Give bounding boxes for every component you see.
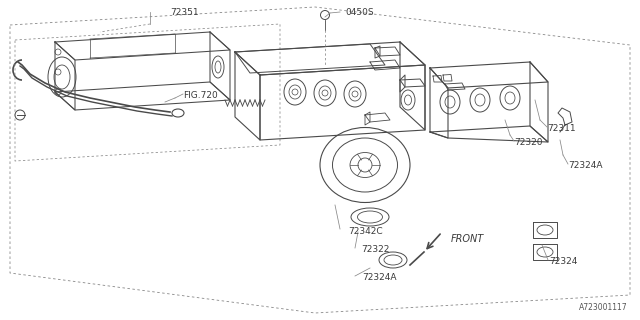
Text: 72324A: 72324A [568,161,602,170]
Text: A723001117: A723001117 [579,303,628,312]
Text: 72342C: 72342C [348,227,383,236]
Text: 72351: 72351 [171,7,199,17]
Text: 0450S: 0450S [345,7,374,17]
Text: 72320: 72320 [514,138,543,147]
Text: 72324A: 72324A [362,274,397,283]
Text: 72322: 72322 [361,245,389,254]
Text: 72324: 72324 [549,258,577,267]
Text: FRONT: FRONT [451,234,484,244]
Text: FIG.720: FIG.720 [183,91,218,100]
Text: 72311: 72311 [547,124,575,132]
